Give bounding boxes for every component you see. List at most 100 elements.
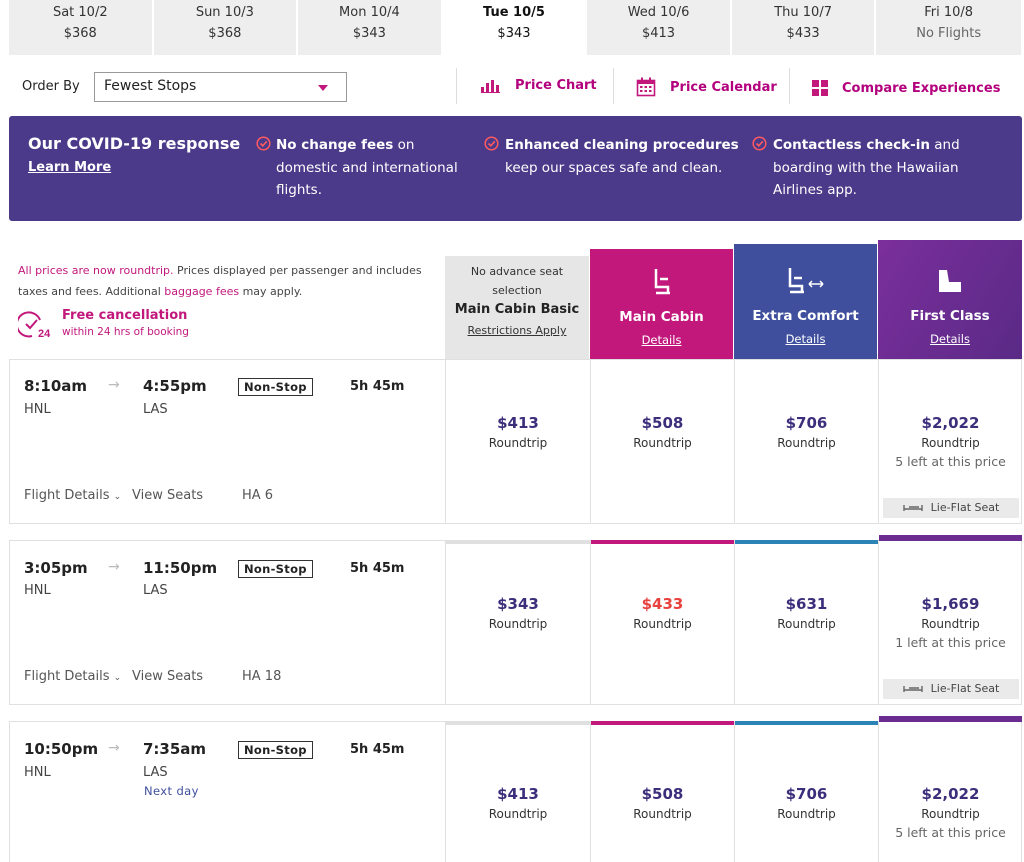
fare-price: $2,022 [921, 785, 980, 803]
date-tab-price: $343 [497, 26, 531, 41]
main-cabin-details-link[interactable]: Details [641, 333, 682, 347]
date-tab-price: $433 [786, 26, 820, 41]
price-calendar-link[interactable]: Price Calendar [636, 77, 777, 97]
fare-main-cabin[interactable]: $433 Roundtrip [590, 540, 734, 704]
date-tab-sun[interactable]: Sun 10/3 $368 [153, 0, 299, 55]
destination-airport: LAS [143, 583, 168, 598]
free-cancellation-title: Free cancellation [62, 308, 188, 323]
fare-first-class[interactable]: $1,669 Roundtrip 1 left at this price Lie-… [878, 535, 1022, 704]
lie-flat-label: Lie-Flat Seat [930, 682, 1000, 695]
fare-price-sale: $433 [641, 595, 684, 613]
fare-first-bar [879, 716, 1022, 722]
seats-left: 1 left at this price [895, 635, 1006, 650]
date-tab-tue-selected[interactable]: Tue 10/5 $343 [442, 0, 588, 55]
date-tab-wed[interactable]: Wed 10/6 $413 [587, 0, 732, 55]
price-info-highlight: All prices are now roundtrip. [18, 264, 174, 277]
fare-extra-comfort[interactable]: $706 Roundtrip [734, 721, 878, 862]
fare-first-bar [879, 535, 1022, 541]
date-tab-mon[interactable]: Mon 10/4 $343 [298, 0, 443, 55]
fare-basic[interactable]: $343 Roundtrip [445, 540, 590, 704]
lie-flat-seat-icon [878, 266, 1022, 298]
fare-price: $1,669 [921, 595, 980, 613]
date-tab-day: Wed 10/6 [627, 5, 690, 20]
next-day-label: Next day [144, 784, 199, 798]
flight-number: HA 6 [242, 488, 274, 503]
view-seats-link[interactable]: View Seats [132, 669, 204, 684]
fare-price: $508 [641, 785, 684, 803]
flight-details-toggle[interactable]: Flight Details ⌄ [24, 488, 121, 503]
destination-airport: LAS [143, 402, 168, 417]
check-circle-icon [484, 136, 499, 151]
arrive-time: 11:50pm [143, 559, 218, 577]
fare-basic[interactable]: $413 Roundtrip [445, 360, 590, 523]
fare-price: $413 [497, 785, 539, 803]
covid-item-cleaning: Enhanced cleaning procedures keep our sp… [505, 134, 740, 179]
chevron-down-icon [318, 85, 328, 91]
fare-type: Roundtrip [633, 436, 692, 450]
stops-badge: Non-Stop [238, 741, 313, 759]
fare-type: Roundtrip [777, 617, 836, 631]
free-cancellation-subtitle: within 24 hrs of booking [62, 326, 189, 338]
fare-price: $413 [497, 414, 539, 432]
date-tab-price: No Flights [916, 26, 982, 41]
fare-first-class[interactable]: $2,022 Roundtrip 5 left at this price Lie-… [878, 360, 1022, 523]
fare-type: Roundtrip [633, 807, 692, 821]
date-tab-price: $368 [63, 26, 97, 41]
chevron-down-icon: ⌄ [113, 673, 122, 683]
fare-extra-comfort[interactable]: $706 Roundtrip [734, 360, 878, 523]
first-class-details-link[interactable]: Details [930, 332, 970, 346]
order-by-select[interactable]: Fewest Stops [94, 72, 347, 102]
duration: 5h 45m [350, 742, 405, 757]
price-chart-label: Price Chart [515, 78, 597, 93]
fare-price: $631 [785, 595, 828, 613]
check-circle-icon [752, 136, 767, 151]
date-tab-fri[interactable]: Fri 10/8 No Flights [876, 0, 1021, 55]
price-chart-link[interactable]: Price Chart [481, 78, 597, 93]
calendar-icon [636, 77, 656, 97]
divider [613, 68, 614, 104]
extra-comfort-details-link[interactable]: Details [785, 332, 826, 346]
flight-row: 8:10am → 4:55pm Non-Stop 5h 45m HNL LAS … [9, 359, 1022, 524]
date-tab-price: $413 [641, 26, 676, 41]
fare-type: Roundtrip [777, 436, 836, 450]
column-basic-note: No advance seat selection [470, 265, 564, 297]
fare-price: $706 [785, 785, 828, 803]
fare-extra-bar [735, 721, 878, 725]
baggage-fees-link[interactable]: baggage fees [164, 285, 240, 298]
fare-main-cabin[interactable]: $508 Roundtrip [590, 721, 734, 862]
fare-basic[interactable]: $413 Roundtrip [445, 721, 590, 862]
date-tab-thu[interactable]: Thu 10/7 $433 [731, 0, 877, 55]
depart-time: 10:50pm [24, 740, 99, 758]
fare-basic-bar [446, 721, 590, 725]
date-tab-price: $368 [208, 26, 242, 41]
compare-experiences-link[interactable]: Compare Experiences [812, 80, 1000, 96]
covid-item-text: and boarding with the Hawaiian Airlines … [773, 137, 960, 198]
learn-more-link[interactable]: Learn More [28, 160, 112, 175]
date-tabs: Sat 10/2 $368 Sun 10/3 $368 Mon 10/4 $343 T… [9, 0, 1021, 56]
fare-extra-comfort[interactable]: $631 Roundtrip [734, 540, 878, 704]
origin-airport: HNL [24, 583, 51, 598]
lie-flat-label: Lie-Flat Seat [930, 501, 1000, 514]
duration: 5h 45m [350, 379, 405, 394]
date-tab-price: $343 [352, 26, 386, 41]
price-info-body: Prices displayed per passenger and inclu… [18, 264, 422, 298]
fare-price: $706 [785, 414, 828, 432]
fare-main-cabin[interactable]: $508 Roundtrip [590, 360, 734, 523]
fare-main-bar [591, 540, 734, 544]
date-tab-sat[interactable]: Sat 10/2 $368 [9, 0, 154, 55]
compare-experiences-label: Compare Experiences [842, 80, 1001, 96]
flight-row: 3:05pm → 11:50pm Non-Stop 5h 45m HNL LAS… [9, 535, 1022, 705]
view-seats-link[interactable]: View Seats [132, 488, 204, 503]
fare-basic-bar [446, 540, 590, 544]
check-circle-icon [256, 136, 271, 151]
fare-first-class[interactable]: $2,022 Roundtrip 5 left at this price [878, 716, 1022, 862]
results-toolbar: Order By Fewest Stops Price Chart Price … [0, 64, 1024, 108]
covid-item-contactless: Contactless check-in and boarding with t… [773, 134, 973, 202]
flight-details-toggle[interactable]: Flight Details ⌄ [24, 669, 121, 684]
date-tab-day: Mon 10/4 [339, 5, 400, 20]
duration: 5h 45m [350, 561, 405, 576]
arrive-time: 4:55pm [143, 377, 207, 395]
restrictions-apply-link[interactable]: Restrictions Apply [467, 324, 567, 337]
covid-item-text: on domestic and international flights. [276, 137, 458, 198]
date-tab-day: Sun 10/3 [195, 5, 254, 20]
